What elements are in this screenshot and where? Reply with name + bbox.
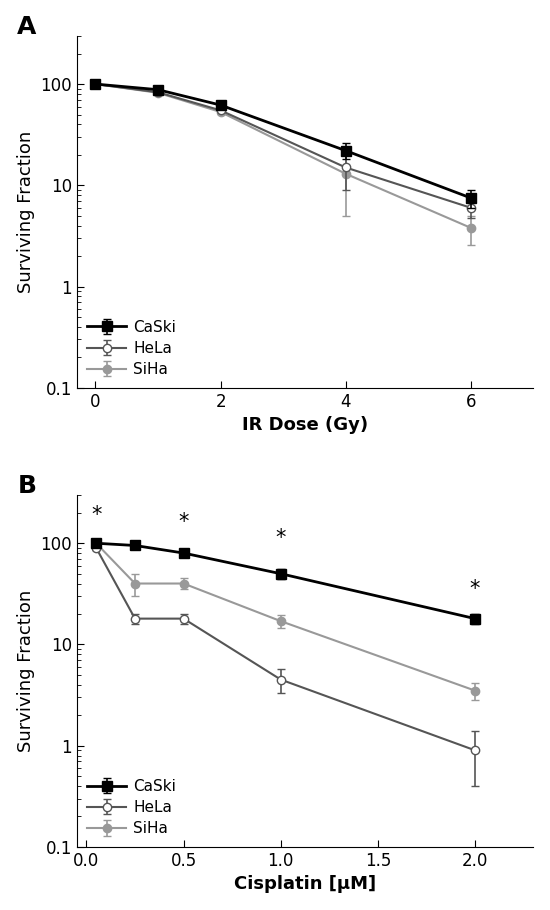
Text: *: * <box>91 505 101 525</box>
Text: B: B <box>18 474 36 498</box>
X-axis label: Cisplatin [μM]: Cisplatin [μM] <box>234 875 376 894</box>
Y-axis label: Surviving Fraction: Surviving Fraction <box>16 131 35 293</box>
Y-axis label: Surviving Fraction: Surviving Fraction <box>16 590 35 752</box>
Text: A: A <box>18 15 37 38</box>
X-axis label: IR Dose (Gy): IR Dose (Gy) <box>242 416 368 434</box>
Text: *: * <box>178 511 189 531</box>
Text: *: * <box>470 579 480 599</box>
Legend: CaSki, HeLa, SiHa: CaSki, HeLa, SiHa <box>84 776 179 839</box>
Text: *: * <box>276 528 286 548</box>
Legend: CaSki, HeLa, SiHa: CaSki, HeLa, SiHa <box>84 317 179 380</box>
